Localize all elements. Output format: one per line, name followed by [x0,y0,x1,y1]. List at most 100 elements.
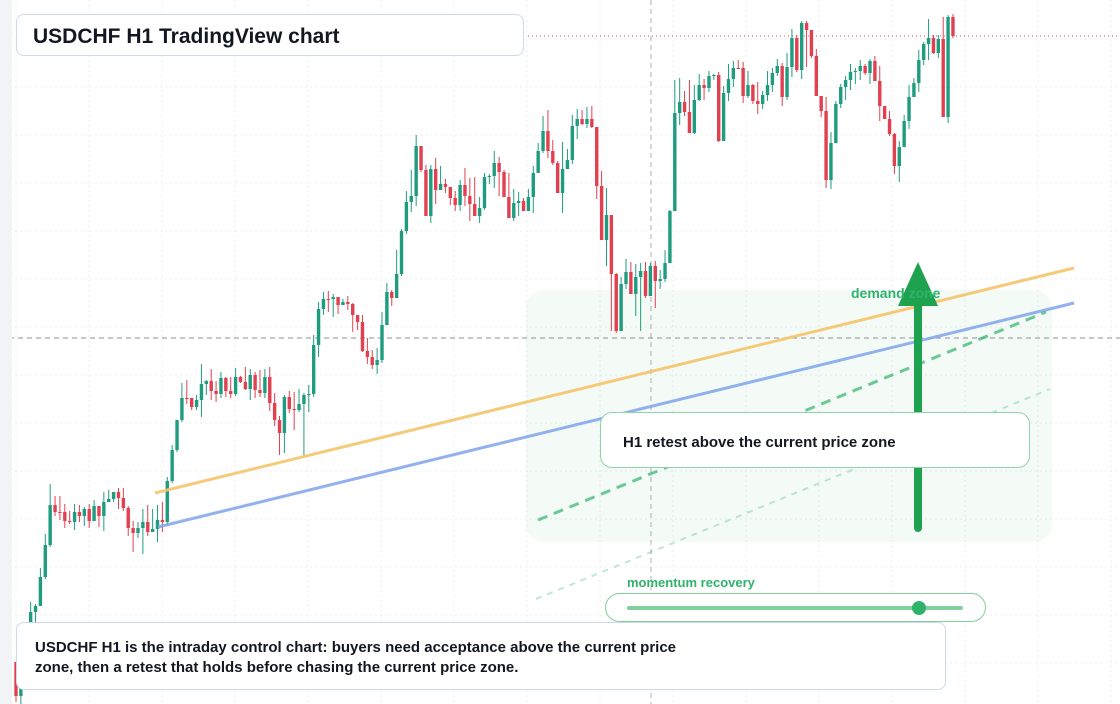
candle-body [370,357,374,365]
candle-body [292,409,296,410]
candle-body [839,87,843,104]
candle-body [390,292,394,298]
retest-callout: H1 retest above the current price zone [600,412,1030,468]
candle-body [473,204,477,216]
candle-body [717,75,721,141]
candle-body [512,203,516,218]
candle-body [482,177,487,208]
candle-body [116,492,121,498]
candle-body [170,450,174,481]
candle-body [946,17,950,117]
candle-body [468,196,472,204]
candle-body [502,172,506,197]
candle-body [760,95,765,104]
bullish-arrow-head [898,262,938,306]
candle-body [38,577,43,606]
candle-body [321,299,326,309]
candle-body [375,360,379,365]
candle-body [604,215,609,240]
candle-body [160,520,165,522]
candle-body [302,395,306,404]
retest-callout-text: H1 retest above the current price zone [623,434,896,451]
candle-body [487,176,492,177]
candle-body [53,505,57,512]
candle-body [233,377,238,394]
candle-body [311,345,316,394]
candle-body [409,196,413,202]
candle-body [63,512,67,521]
candle-body [438,184,443,190]
candle-body [341,302,345,305]
candle-body [795,38,799,70]
candle-body [765,85,770,95]
candle-body [804,23,809,30]
candle-body [785,67,789,97]
momentum-label: momentum recovery [627,575,755,590]
candle-body [185,398,189,399]
candle-body [873,61,877,81]
candle-body [809,30,814,56]
candle-body [868,61,872,73]
candle-body [726,79,731,93]
candle-body [404,202,409,231]
candle-body [521,201,526,211]
candle-body [526,197,531,211]
candle-body [331,297,335,299]
candle-body [199,384,204,400]
candle-body [87,509,91,521]
candle-body [189,398,194,407]
candle-body [682,102,687,112]
candle-body [355,315,360,322]
candle-body [560,169,565,193]
candle-body [775,66,779,73]
candle-body [477,208,482,216]
candle-body [536,151,540,173]
candle-body [307,394,311,395]
candle-body [751,85,755,101]
candle-body [141,522,145,528]
candle-body [951,17,955,36]
candle-body [887,119,892,134]
candle-body [365,351,370,357]
candle-body [858,66,862,71]
candle-body [180,398,184,420]
candle-body [131,528,135,533]
candle-body [707,76,711,88]
candle-body [936,39,941,53]
candle-body [97,506,101,516]
candle-body [653,266,657,281]
candle-body [107,499,111,502]
candle-body [258,390,262,393]
candle-body [926,38,931,44]
candle-body [243,382,248,389]
momentum-slider[interactable] [605,593,986,622]
candle-body [229,391,233,394]
candle-body [282,397,287,433]
candle-body [570,126,575,160]
candle-body [555,163,560,193]
candle-body [902,121,906,147]
candle-body [541,131,545,151]
candle-body [268,377,272,403]
candle-body [770,73,775,85]
candle-body [433,169,438,190]
candle-body [150,529,155,532]
candle-body [209,381,213,391]
candle-body [82,509,87,516]
candle-body [736,68,740,69]
candle-body [385,292,389,325]
candle-body [624,272,628,284]
candle-body [136,528,140,533]
light-green-dashed-trendline[interactable] [535,388,1051,600]
candle-body [595,127,599,186]
candle-body [853,71,858,72]
momentum-knob[interactable] [912,601,927,615]
candle-body [882,106,887,119]
candle-body [72,512,77,522]
candle-body [394,274,399,298]
candle-body [599,186,604,240]
candle-body [892,134,897,166]
candle-body [92,506,96,521]
candle-body [677,102,682,113]
candle-body [67,521,72,522]
